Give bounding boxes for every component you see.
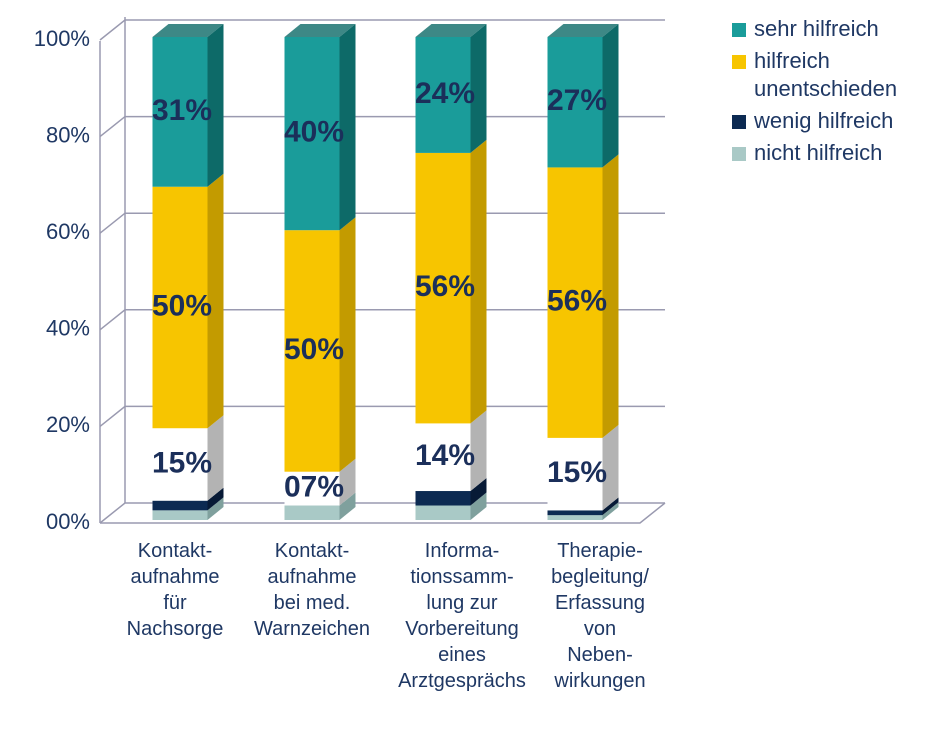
bar-segment	[415, 152, 471, 424]
legend-label: unentschieden	[754, 76, 897, 101]
bar-side	[207, 487, 224, 511]
legend-label: hilfreich	[754, 48, 830, 73]
bar-segment	[152, 186, 208, 429]
bar-side	[602, 502, 619, 520]
legend-label: nicht hilfreich	[754, 140, 882, 165]
bar-segment	[284, 230, 340, 472]
y-tick-label: 00%	[46, 509, 90, 534]
bar-side	[339, 458, 356, 506]
bar-segment	[152, 428, 208, 501]
x-tick-label: Therapie- begleitung/ Erfassung von Nebe…	[551, 540, 649, 692]
bar-side	[602, 497, 619, 516]
bar-side	[470, 492, 487, 520]
data-label: 15%	[547, 456, 607, 489]
bar-side	[602, 154, 619, 438]
y-tick-label: 60%	[46, 219, 90, 244]
bar-side	[207, 24, 224, 187]
bar-segment	[415, 423, 471, 492]
x-tick-label: Kontakt- aufnahme bei med. Warnzeichen	[254, 540, 370, 640]
y-tick-label: 40%	[46, 316, 90, 341]
bar-segment	[152, 510, 208, 520]
legend-label: sehr hilfreich	[754, 16, 879, 41]
bar-segment	[415, 505, 471, 520]
legend-label: wenig hilfreich	[753, 108, 893, 133]
bar-segment	[547, 510, 603, 516]
data-label: 40%	[284, 116, 344, 149]
data-label: 31%	[152, 94, 212, 127]
bar-side	[207, 173, 224, 429]
legend-swatch	[732, 83, 746, 97]
bar-top	[152, 24, 224, 37]
bar-segment	[547, 37, 603, 168]
bar-side	[207, 415, 224, 501]
bar-segment	[547, 437, 603, 511]
legend-swatch	[732, 23, 746, 37]
bar-segment	[152, 500, 208, 511]
data-label: 24%	[415, 77, 475, 110]
x-tick-label: Kontakt- aufnahme für Nachsorge	[126, 540, 224, 640]
bar-side	[470, 139, 487, 424]
bar-segment	[284, 37, 340, 231]
data-label: 50%	[152, 289, 212, 322]
data-label: 14%	[415, 439, 475, 472]
grid-line	[99, 19, 665, 41]
bar-side	[207, 497, 224, 520]
floor	[100, 502, 666, 524]
bar-side	[339, 24, 356, 231]
bar-side	[339, 492, 356, 520]
x-tick-label: Informa- tionssamm- lung zur Vorbereitun…	[398, 540, 526, 692]
bar-side	[470, 410, 487, 492]
bar-segment	[284, 471, 340, 506]
bar-segment	[547, 515, 603, 520]
data-label: 56%	[415, 270, 475, 303]
data-label: 27%	[547, 84, 607, 117]
legend-swatch	[732, 147, 746, 161]
bar-side	[339, 217, 356, 472]
bar-segment	[415, 37, 471, 153]
data-label: 56%	[547, 285, 607, 318]
bar-top	[547, 24, 619, 37]
legend-swatch	[732, 115, 746, 129]
y-tick-label: 80%	[46, 122, 90, 147]
bar-side	[602, 24, 619, 168]
bar-segment	[152, 37, 208, 187]
bar-top	[284, 24, 356, 37]
bar-side	[602, 424, 619, 511]
bar-side	[470, 24, 487, 153]
data-label: 07%	[284, 471, 344, 504]
y-tick-label: 100%	[34, 26, 90, 51]
data-label: 15%	[152, 446, 212, 479]
y-tick-label: 20%	[46, 412, 90, 437]
legend-swatch	[732, 55, 746, 69]
data-label: 50%	[284, 333, 344, 366]
bar-segment	[284, 505, 340, 520]
bar-side	[470, 478, 487, 506]
bar-top	[415, 24, 487, 37]
bar-segment	[415, 491, 471, 506]
bar-segment	[547, 167, 603, 438]
